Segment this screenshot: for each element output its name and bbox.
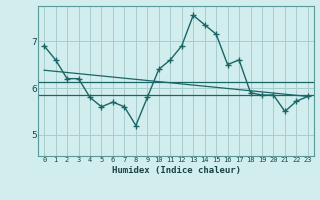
X-axis label: Humidex (Indice chaleur): Humidex (Indice chaleur) bbox=[111, 166, 241, 175]
